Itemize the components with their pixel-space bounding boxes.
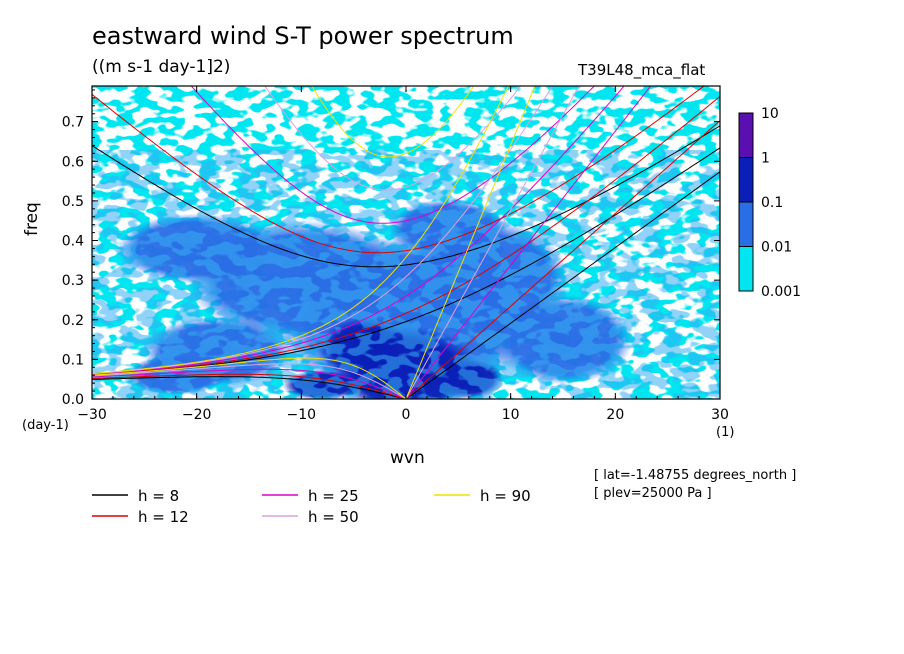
colorbar-segment bbox=[738, 112, 754, 158]
inertia-gravity-curve bbox=[92, 125, 720, 268]
colorbar-label: 1 bbox=[761, 151, 770, 167]
mrg-curve bbox=[92, 86, 554, 375]
y-tick-label: 0.4 bbox=[62, 234, 84, 250]
x-tick-label: −20 bbox=[182, 407, 212, 423]
legend-label: h = 25 bbox=[308, 487, 359, 505]
colorbar: 10 1 0.1 0.01 0.001 bbox=[738, 106, 801, 300]
dispersion-curves bbox=[92, 86, 720, 399]
kelvin-curve bbox=[405, 86, 536, 399]
y-tick-label: 0.7 bbox=[62, 115, 84, 131]
plot-area bbox=[92, 86, 720, 399]
axes: −30 −20 −10 0 10 20 30 0.0 0.1 0.2 0.3 0.4 0.5 0.6 0.7 bbox=[62, 86, 729, 423]
y-tick-label: 0.1 bbox=[62, 352, 84, 368]
colorbar-segment bbox=[738, 157, 754, 203]
legend: h = 8 h = 12 h = 25 h = 50 h = 90 bbox=[92, 487, 531, 526]
pressure-annotation: [ plev=25000 Pa ] bbox=[594, 486, 712, 501]
x-axis-label: wvn bbox=[390, 448, 425, 468]
kelvin-curve bbox=[405, 86, 580, 399]
x-tick-label: −30 bbox=[77, 407, 107, 423]
legend-label: h = 90 bbox=[480, 487, 531, 505]
x-tick-label: 10 bbox=[502, 407, 520, 423]
mrg-curve bbox=[92, 86, 510, 374]
inertia-gravity-curve bbox=[311, 86, 475, 158]
y-tick-label: 0.5 bbox=[62, 194, 84, 210]
chart-title: eastward wind S-T power spectrum bbox=[92, 22, 514, 50]
inertia-gravity-curve bbox=[264, 86, 522, 191]
mrg-curve bbox=[92, 96, 720, 376]
y-tick-label: 0.0 bbox=[62, 392, 84, 408]
x-tick-label: 0 bbox=[402, 407, 411, 423]
x-axis-unit: (1) bbox=[716, 425, 735, 440]
x-tick-label: 20 bbox=[606, 407, 624, 423]
chart-units: ((m s-1 day-1]2) bbox=[92, 57, 231, 77]
colorbar-segment bbox=[738, 246, 754, 292]
colorbar-label: 0.01 bbox=[761, 240, 792, 256]
rossby-curve bbox=[92, 363, 407, 399]
y-axis-unit: (day-1) bbox=[22, 418, 69, 433]
heatmap-speckle bbox=[92, 150, 720, 399]
legend-label: h = 50 bbox=[308, 508, 359, 526]
x-tick-label: 30 bbox=[711, 407, 729, 423]
rossby-curve bbox=[92, 368, 407, 399]
colorbar-segment bbox=[738, 201, 754, 247]
rossby-curve bbox=[92, 376, 407, 399]
mrg-curve bbox=[92, 86, 625, 375]
x-tick-label: −10 bbox=[287, 407, 317, 423]
legend-label: h = 8 bbox=[138, 487, 179, 505]
kelvin-curve bbox=[405, 86, 652, 399]
y-tick-label: 0.6 bbox=[62, 154, 84, 170]
inertia-gravity-curve bbox=[92, 86, 705, 254]
kelvin-curve bbox=[405, 171, 720, 399]
legend-label: h = 12 bbox=[138, 508, 189, 526]
rossby-curve bbox=[92, 373, 407, 399]
kelvin-curve bbox=[405, 120, 720, 399]
run-label: T39L48_mca_flat bbox=[578, 61, 706, 79]
colorbar-label: 0.1 bbox=[761, 195, 783, 211]
y-tick-label: 0.3 bbox=[62, 273, 84, 289]
colorbar-label: 10 bbox=[761, 106, 779, 122]
latitude-annotation: [ lat=-1.48755 degrees_north ] bbox=[594, 468, 797, 483]
rossby-curve bbox=[92, 357, 407, 399]
colorbar-label: 0.001 bbox=[761, 284, 801, 300]
y-tick-label: 0.2 bbox=[62, 313, 84, 329]
